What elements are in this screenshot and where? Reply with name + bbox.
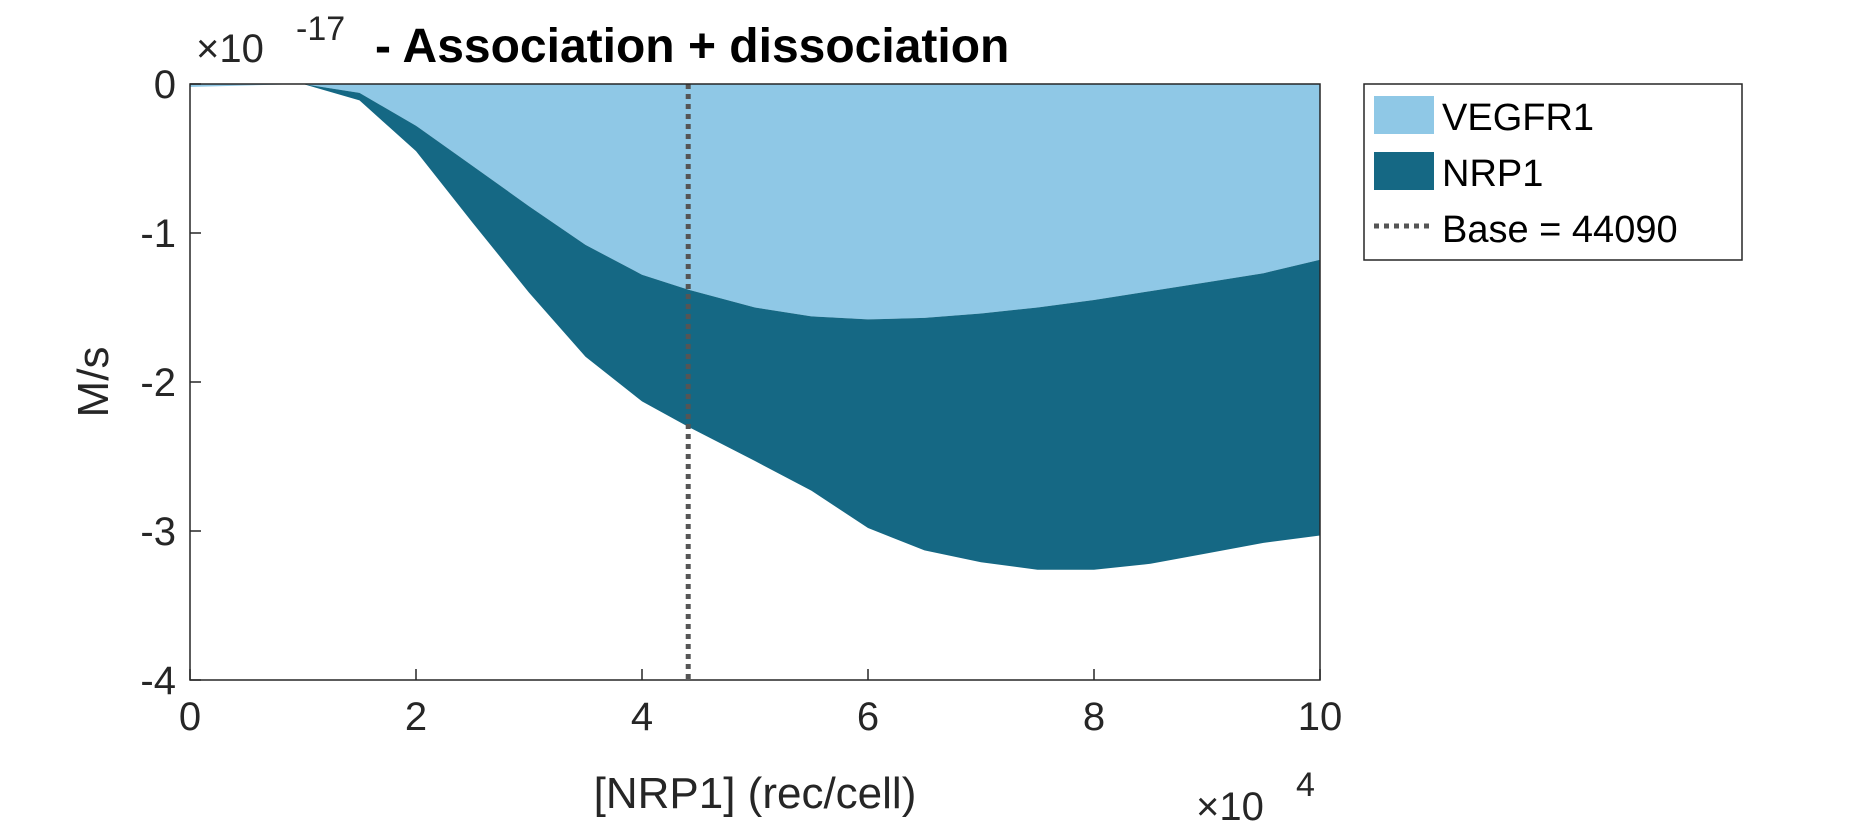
y-tick-label: -3 xyxy=(140,510,176,554)
area-nrp1 xyxy=(190,84,1320,570)
legend-label-nrp1: NRP1 xyxy=(1442,153,1543,195)
x-axis-label: [NRP1] (rec/cell) xyxy=(594,769,917,818)
x-multiplier-base: ×10 xyxy=(1196,785,1264,829)
x-tick-label: 8 xyxy=(1083,695,1105,739)
x-tick-label: 4 xyxy=(631,695,653,739)
y-multiplier: ×10 -17 xyxy=(196,10,345,71)
y-ticks: 0 -1 -2 -3 -4 xyxy=(140,63,201,703)
legend-label-vegfr1: VEGFR1 xyxy=(1442,97,1594,139)
y-tick-label: -1 xyxy=(140,212,176,256)
y-tick-label: -4 xyxy=(140,659,176,703)
area-layer xyxy=(190,84,1320,570)
x-tick-label: 0 xyxy=(179,695,201,739)
x-tick-label: 6 xyxy=(857,695,879,739)
x-ticks: 0 2 4 6 8 10 xyxy=(179,669,1342,739)
y-tick-label: 0 xyxy=(154,63,176,107)
x-tick-label: 10 xyxy=(1298,695,1343,739)
area-vegfr1 xyxy=(190,84,1320,320)
x-multiplier-exponent: 4 xyxy=(1296,766,1315,804)
legend-swatch-nrp1 xyxy=(1374,152,1434,190)
chart-title: - Association + dissociation xyxy=(375,20,1009,73)
y-multiplier-base: ×10 xyxy=(196,27,264,71)
y-tick-label: -2 xyxy=(140,361,176,405)
y-multiplier-exponent: -17 xyxy=(296,10,345,48)
legend-swatch-vegfr1 xyxy=(1374,96,1434,134)
x-tick-label: 2 xyxy=(405,695,427,739)
legend: VEGFR1 NRP1 Base = 44090 xyxy=(1363,83,1743,261)
x-multiplier: ×10 4 xyxy=(1196,766,1315,829)
legend-label-base: Base = 44090 xyxy=(1442,209,1678,251)
y-axis-label: M/s xyxy=(69,347,118,418)
